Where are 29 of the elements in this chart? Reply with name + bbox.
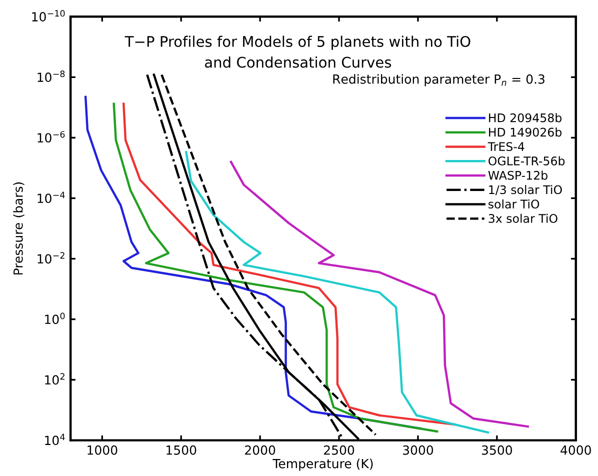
legend-label: OGLE-TR-56b <box>488 156 565 166</box>
legend-label: TrES-4 <box>488 142 524 152</box>
text: T−P Profiles for Models of 5 planets with no TiO and Condensation Curves <box>124 36 470 68</box>
y-axis-title: Pressure (bars) <box>13 182 24 274</box>
x-tick-label: 1500 <box>166 445 196 455</box>
x-tick-label: 3000 <box>403 445 434 455</box>
y-tick-label: 10$^{0}$ <box>45 312 65 324</box>
x-tick-label: 3500 <box>482 445 512 455</box>
y-tick-label: 10$^{−2}$ <box>38 252 64 264</box>
legend-label: HD 209458b <box>489 113 562 122</box>
x-axis-title: Temperature (K) <box>272 458 373 471</box>
legend-label: HD 149026b <box>489 128 562 137</box>
legend-label: 3x solar TiO <box>488 214 558 223</box>
x-tick-label: 4000 <box>560 445 591 455</box>
y-tick-label: 10$^{2}$ <box>45 373 64 385</box>
y-tick-label: 10$^{−4}$ <box>38 192 65 204</box>
x-tick-label: 2500 <box>324 445 354 455</box>
annotation: Redistribution parameter P$_{n}$ = 0.3 <box>333 74 544 86</box>
line-series <box>84 96 422 430</box>
legend-label: WASP-12b <box>488 170 548 180</box>
line-series <box>185 151 490 434</box>
y-tick-label: 10$^{−10}$ <box>32 10 65 22</box>
y-tick-label: 10$^{4}$ <box>45 434 65 446</box>
x-tick-label: 2000 <box>245 445 276 455</box>
legend-label: 1/3 solar TiO <box>489 185 562 196</box>
legend-label: solar TiO <box>488 199 540 209</box>
x-tick-label: 1000 <box>88 445 118 455</box>
y-tick-label: 10$^{−8}$ <box>38 70 65 82</box>
y-tick-label: 10$^{−6}$ <box>38 131 65 143</box>
